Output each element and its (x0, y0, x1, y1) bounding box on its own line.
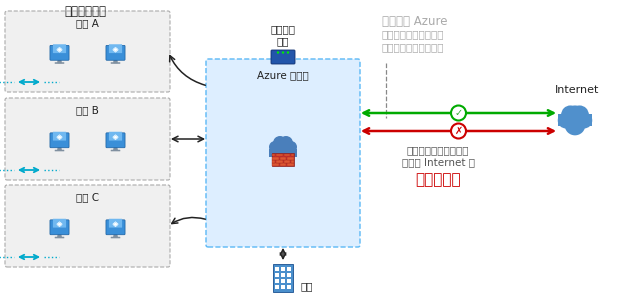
FancyBboxPatch shape (111, 150, 120, 151)
Circle shape (269, 141, 281, 153)
Text: ✓: ✓ (454, 108, 462, 118)
Polygon shape (114, 147, 117, 150)
Bar (276, 154, 282, 156)
Bar (272, 163, 278, 166)
Circle shape (287, 51, 289, 54)
Bar (287, 157, 294, 160)
FancyBboxPatch shape (109, 44, 122, 53)
FancyBboxPatch shape (5, 98, 170, 180)
Circle shape (451, 124, 466, 138)
FancyBboxPatch shape (50, 220, 69, 235)
FancyBboxPatch shape (5, 185, 170, 267)
FancyBboxPatch shape (50, 133, 69, 148)
Text: 网络: 网络 (277, 36, 289, 46)
Bar (281, 273, 285, 277)
Text: 分支虚拟网络: 分支虚拟网络 (64, 5, 106, 18)
Bar (275, 285, 278, 289)
Bar (287, 279, 290, 283)
Circle shape (282, 51, 284, 54)
Bar (281, 267, 285, 271)
Bar (275, 279, 278, 283)
Circle shape (277, 51, 279, 54)
Text: Azure 防火墙: Azure 防火墙 (257, 70, 309, 80)
Text: 和流出 Internet 的: 和流出 Internet 的 (401, 157, 474, 167)
Bar (291, 160, 294, 163)
Bar (272, 157, 278, 160)
Circle shape (561, 105, 580, 124)
FancyBboxPatch shape (55, 150, 64, 151)
FancyBboxPatch shape (106, 220, 125, 235)
FancyBboxPatch shape (53, 44, 66, 53)
FancyBboxPatch shape (558, 114, 592, 126)
FancyBboxPatch shape (269, 149, 297, 157)
Bar (280, 157, 286, 160)
Text: Internet: Internet (555, 85, 599, 95)
FancyBboxPatch shape (50, 45, 69, 60)
FancyBboxPatch shape (53, 132, 66, 141)
Bar (272, 154, 275, 156)
Polygon shape (113, 135, 118, 139)
Bar (280, 163, 286, 166)
Text: ✗: ✗ (454, 126, 462, 136)
Circle shape (273, 136, 287, 150)
FancyBboxPatch shape (5, 11, 170, 92)
Text: 分支 A: 分支 A (76, 18, 99, 28)
FancyBboxPatch shape (272, 153, 294, 166)
Bar (284, 154, 290, 156)
Polygon shape (113, 48, 118, 52)
Text: 本地: 本地 (301, 281, 313, 291)
Bar (287, 273, 290, 277)
Bar (281, 279, 285, 283)
Bar (287, 267, 290, 271)
Bar (291, 154, 294, 156)
FancyBboxPatch shape (106, 133, 125, 148)
Circle shape (564, 115, 585, 135)
Bar (287, 163, 294, 166)
FancyBboxPatch shape (55, 237, 64, 238)
Circle shape (275, 143, 291, 159)
Text: 流量被拒绝: 流量被拒绝 (415, 172, 461, 187)
Text: 分支 B: 分支 B (76, 105, 99, 115)
Text: 默认情况下，所有流入: 默认情况下，所有流入 (407, 145, 469, 155)
FancyBboxPatch shape (206, 59, 360, 247)
Bar (275, 273, 278, 277)
FancyBboxPatch shape (53, 219, 66, 228)
Bar (272, 160, 275, 163)
FancyBboxPatch shape (109, 132, 122, 141)
Polygon shape (58, 234, 61, 237)
Polygon shape (114, 234, 117, 237)
Circle shape (570, 105, 589, 124)
Circle shape (451, 105, 466, 121)
Polygon shape (57, 48, 62, 52)
FancyBboxPatch shape (109, 219, 122, 228)
Text: 分支 C: 分支 C (76, 192, 99, 202)
Circle shape (558, 112, 574, 128)
FancyBboxPatch shape (55, 62, 64, 64)
Polygon shape (114, 59, 117, 62)
Polygon shape (57, 222, 62, 226)
Text: 中心虚拟: 中心虚拟 (270, 24, 295, 34)
Circle shape (567, 105, 583, 122)
Circle shape (576, 112, 592, 128)
Bar (281, 285, 285, 289)
Bar (275, 267, 278, 271)
FancyBboxPatch shape (271, 50, 295, 64)
Bar (276, 160, 282, 163)
Text: 允许基于 Azure: 允许基于 Azure (382, 15, 447, 28)
Polygon shape (58, 147, 61, 150)
Text: 和其他策略设置的流量: 和其他策略设置的流量 (382, 42, 445, 52)
FancyBboxPatch shape (106, 45, 125, 60)
Bar (284, 160, 290, 163)
Circle shape (285, 141, 297, 153)
FancyBboxPatch shape (111, 62, 120, 64)
Text: 防火墙规则、威胁情报: 防火墙规则、威胁情报 (382, 29, 445, 39)
Circle shape (279, 136, 293, 150)
Polygon shape (57, 135, 62, 139)
Polygon shape (58, 59, 61, 62)
FancyBboxPatch shape (111, 237, 120, 238)
Bar (287, 285, 290, 289)
FancyBboxPatch shape (273, 264, 293, 292)
Polygon shape (113, 222, 118, 226)
